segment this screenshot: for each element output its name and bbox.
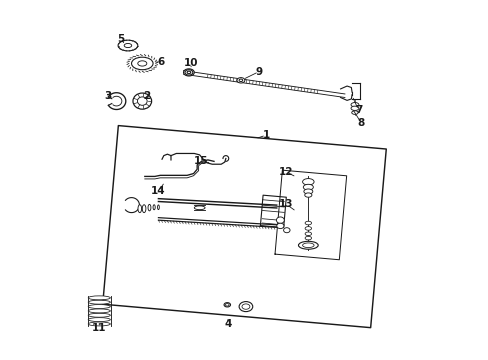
Ellipse shape	[302, 243, 313, 248]
Text: 4: 4	[224, 319, 232, 329]
Text: 9: 9	[255, 67, 262, 77]
Ellipse shape	[124, 44, 131, 48]
Ellipse shape	[88, 313, 110, 317]
Ellipse shape	[137, 97, 147, 105]
Ellipse shape	[303, 189, 312, 194]
Text: 10: 10	[184, 58, 198, 68]
Ellipse shape	[350, 103, 358, 107]
Ellipse shape	[184, 70, 192, 75]
Text: 7: 7	[354, 105, 362, 115]
Text: 6: 6	[157, 57, 164, 67]
Ellipse shape	[276, 223, 284, 229]
Ellipse shape	[88, 296, 110, 300]
Ellipse shape	[305, 226, 311, 230]
Ellipse shape	[283, 228, 289, 233]
Ellipse shape	[138, 205, 142, 213]
Ellipse shape	[88, 322, 110, 326]
Text: 12: 12	[279, 167, 293, 177]
Ellipse shape	[142, 205, 145, 213]
Ellipse shape	[305, 236, 311, 240]
Ellipse shape	[88, 300, 110, 304]
Ellipse shape	[131, 57, 153, 70]
Ellipse shape	[351, 111, 357, 114]
Ellipse shape	[118, 40, 138, 51]
Text: 3: 3	[103, 91, 111, 101]
Text: 15: 15	[193, 156, 207, 166]
Ellipse shape	[183, 69, 194, 76]
Ellipse shape	[133, 93, 151, 109]
Ellipse shape	[350, 106, 358, 111]
Ellipse shape	[153, 205, 155, 210]
Ellipse shape	[276, 217, 284, 224]
Ellipse shape	[239, 79, 242, 82]
Ellipse shape	[88, 305, 110, 309]
Ellipse shape	[225, 303, 228, 306]
Text: 11: 11	[92, 323, 106, 333]
Ellipse shape	[224, 303, 230, 307]
Ellipse shape	[88, 309, 110, 313]
Ellipse shape	[237, 78, 244, 83]
Text: 13: 13	[279, 199, 293, 210]
Text: 5: 5	[117, 34, 124, 44]
Ellipse shape	[302, 179, 313, 185]
Text: 1: 1	[262, 130, 269, 140]
Text: 8: 8	[357, 118, 364, 128]
Ellipse shape	[298, 241, 318, 249]
Ellipse shape	[138, 61, 146, 66]
Ellipse shape	[304, 193, 311, 197]
Ellipse shape	[157, 205, 159, 210]
Ellipse shape	[239, 302, 252, 312]
Ellipse shape	[187, 71, 190, 74]
Ellipse shape	[88, 318, 110, 321]
Ellipse shape	[303, 184, 313, 190]
Ellipse shape	[242, 304, 249, 309]
Text: 2: 2	[143, 91, 150, 102]
Ellipse shape	[148, 204, 151, 211]
Ellipse shape	[305, 221, 311, 225]
Text: 14: 14	[151, 186, 165, 197]
Ellipse shape	[194, 206, 204, 210]
Ellipse shape	[305, 232, 311, 235]
